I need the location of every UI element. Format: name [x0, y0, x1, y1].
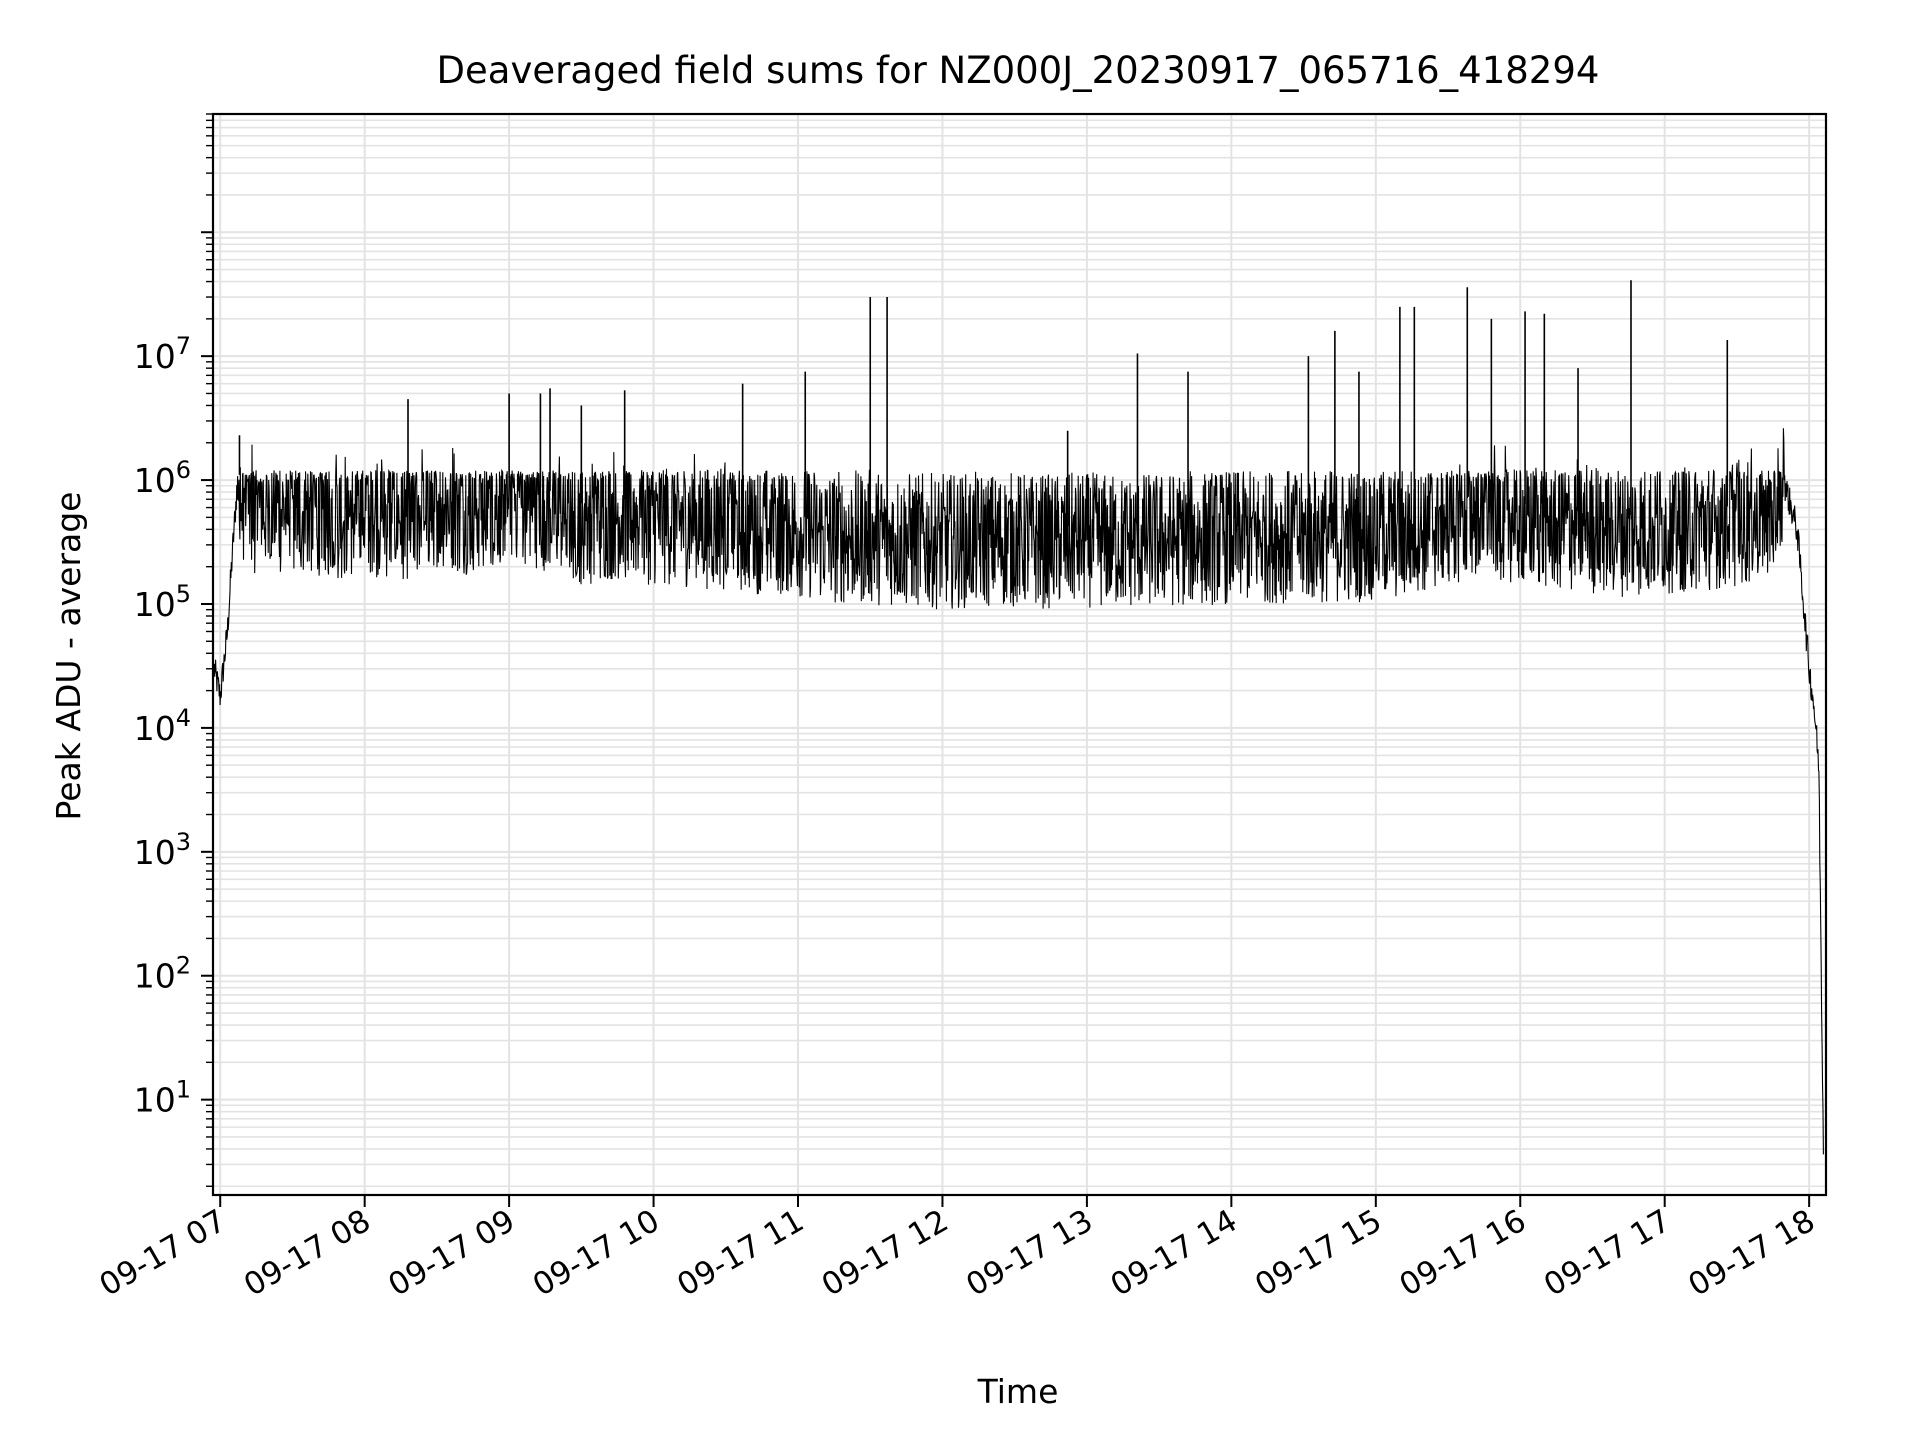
series-line — [213, 428, 1824, 1155]
x-axis-label: Time — [977, 1372, 1059, 1411]
y-tick-label: 102 — [134, 952, 191, 996]
y-tick-label: 101 — [134, 1076, 191, 1120]
grid-lines — [213, 113, 1826, 1195]
y-tick-label: 104 — [134, 704, 191, 748]
data-series — [213, 280, 1824, 1155]
y-tick-label: 107 — [134, 332, 191, 376]
plot-frame — [211, 112, 1828, 1197]
y-axis-label: Peak ADU - average — [49, 492, 88, 821]
chart-title: Deaveraged field sums for NZ000J_2023091… — [437, 49, 1600, 92]
y-tick-label: 106 — [134, 456, 191, 500]
y-tick-label: 105 — [134, 580, 191, 624]
y-tick-label: 103 — [134, 828, 191, 872]
